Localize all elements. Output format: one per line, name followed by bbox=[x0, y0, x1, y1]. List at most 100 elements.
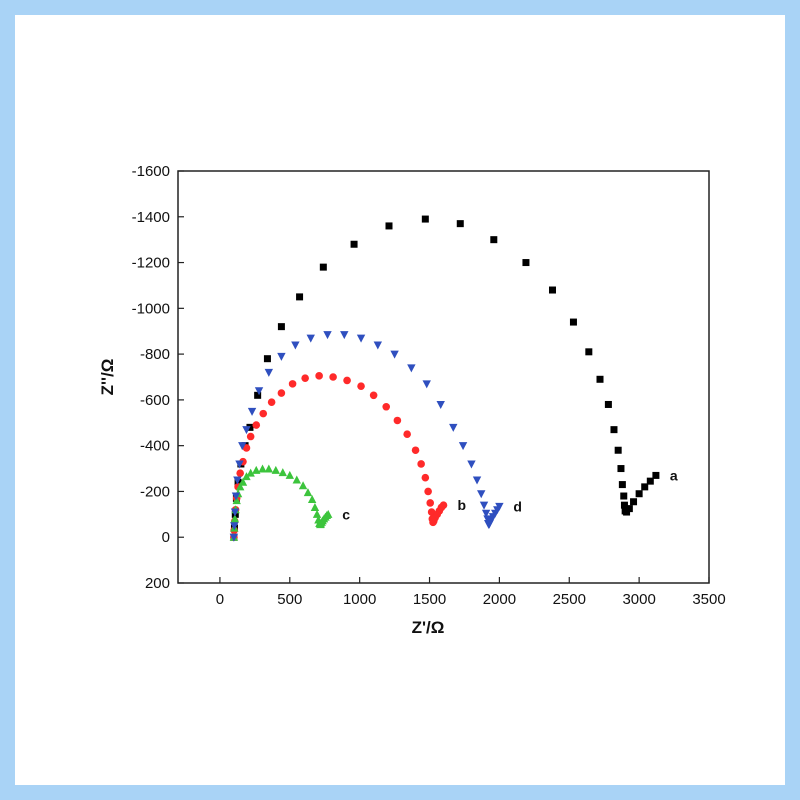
x-tick-label: 2500 bbox=[553, 591, 586, 608]
data-point bbox=[319, 263, 327, 271]
plot-area-border bbox=[177, 170, 710, 584]
data-point bbox=[620, 501, 628, 509]
x-tick-label: 1500 bbox=[413, 591, 446, 608]
data-point bbox=[403, 430, 411, 439]
x-tick-label: 500 bbox=[277, 591, 302, 608]
data-point bbox=[278, 468, 288, 477]
data-point bbox=[246, 468, 255, 477]
data-point bbox=[617, 465, 625, 473]
data-point bbox=[230, 522, 239, 531]
data-point bbox=[522, 259, 530, 267]
data-point bbox=[296, 293, 304, 301]
data-point bbox=[635, 490, 643, 498]
data-point bbox=[264, 464, 274, 473]
data-point bbox=[310, 502, 320, 511]
data-point bbox=[340, 331, 349, 340]
data-point bbox=[610, 426, 618, 434]
data-point bbox=[618, 481, 626, 489]
data-point bbox=[236, 469, 244, 477]
series-a bbox=[230, 215, 660, 541]
data-point bbox=[277, 323, 285, 331]
data-point bbox=[323, 331, 332, 340]
series-label-b: b bbox=[458, 497, 467, 513]
data-point bbox=[242, 426, 251, 435]
series-b bbox=[230, 372, 448, 542]
data-point bbox=[230, 508, 240, 517]
data-point bbox=[477, 490, 486, 499]
data-point bbox=[614, 446, 622, 454]
data-point bbox=[306, 334, 315, 343]
data-point bbox=[303, 488, 313, 497]
data-point bbox=[596, 375, 604, 383]
data-point bbox=[263, 355, 271, 363]
data-point bbox=[235, 482, 245, 491]
x-tick-label: 3000 bbox=[622, 591, 655, 608]
data-point bbox=[467, 460, 476, 469]
data-point bbox=[646, 477, 654, 485]
data-point bbox=[369, 391, 378, 400]
y-tick-label: -200 bbox=[140, 483, 170, 500]
data-point bbox=[252, 421, 261, 429]
data-point bbox=[356, 334, 366, 343]
data-point bbox=[393, 416, 402, 425]
impedance-chart: 0 500 1000 1500 2000 2500 3000 3500-1600-1400-1… bbox=[98, 163, 726, 637]
data-point bbox=[426, 499, 435, 507]
x-axis-title: Z'/Ω bbox=[412, 618, 445, 637]
data-point bbox=[277, 389, 286, 397]
data-point bbox=[422, 380, 431, 389]
data-point bbox=[288, 380, 297, 388]
data-point bbox=[449, 423, 458, 432]
data-point bbox=[259, 409, 268, 418]
data-point bbox=[625, 505, 633, 513]
data-point bbox=[232, 496, 241, 505]
series-label-d: d bbox=[513, 498, 522, 514]
series-label-a: a bbox=[670, 467, 678, 483]
data-point bbox=[458, 442, 468, 451]
data-point bbox=[548, 286, 556, 294]
series-label-c: c bbox=[342, 506, 350, 522]
data-point bbox=[652, 471, 660, 479]
data-point bbox=[436, 400, 445, 409]
data-point bbox=[456, 220, 464, 228]
data-point bbox=[620, 492, 628, 500]
data-point bbox=[230, 514, 240, 523]
data-point bbox=[630, 498, 638, 506]
data-point bbox=[254, 387, 264, 396]
axis-tick-labels: 0 500 1000 1500 2000 2500 3000 3500-1600-1400-1… bbox=[132, 163, 726, 608]
y-tick-label: -800 bbox=[140, 346, 170, 363]
data-point bbox=[585, 348, 593, 356]
y-tick-label: 0 bbox=[162, 529, 170, 546]
data-point bbox=[472, 476, 482, 485]
data-point bbox=[329, 373, 337, 381]
figure-frame: 0 500 1000 1500 2000 2500 3000 3500 -1600 -1400 -1… bbox=[15, 15, 785, 785]
data-point bbox=[267, 398, 276, 406]
data-point bbox=[421, 473, 430, 482]
y-tick-label: -600 bbox=[140, 392, 170, 409]
data-point bbox=[641, 483, 649, 491]
data-point bbox=[315, 372, 323, 380]
data-point bbox=[385, 222, 393, 230]
series-c bbox=[229, 464, 333, 541]
data-point bbox=[382, 402, 391, 411]
data-point bbox=[277, 352, 286, 361]
data-point bbox=[421, 215, 429, 223]
y-tick-label: -1000 bbox=[132, 300, 170, 317]
data-point bbox=[390, 350, 399, 359]
x-tick-label: 0 bbox=[216, 591, 224, 608]
data-markers bbox=[229, 215, 660, 542]
data-point bbox=[238, 477, 248, 486]
data-point bbox=[292, 475, 301, 484]
data-point bbox=[479, 501, 489, 510]
data-point bbox=[233, 476, 242, 485]
data-point bbox=[604, 400, 612, 408]
data-point bbox=[229, 533, 239, 542]
data-point bbox=[271, 465, 281, 474]
data-point bbox=[411, 446, 420, 455]
data-point bbox=[238, 442, 247, 451]
data-point bbox=[242, 444, 251, 452]
y-tick-label: 200 bbox=[145, 575, 170, 592]
data-point bbox=[231, 492, 241, 501]
data-point bbox=[235, 460, 244, 469]
data-point bbox=[258, 464, 267, 473]
x-tick-label: 2000 bbox=[483, 591, 516, 608]
